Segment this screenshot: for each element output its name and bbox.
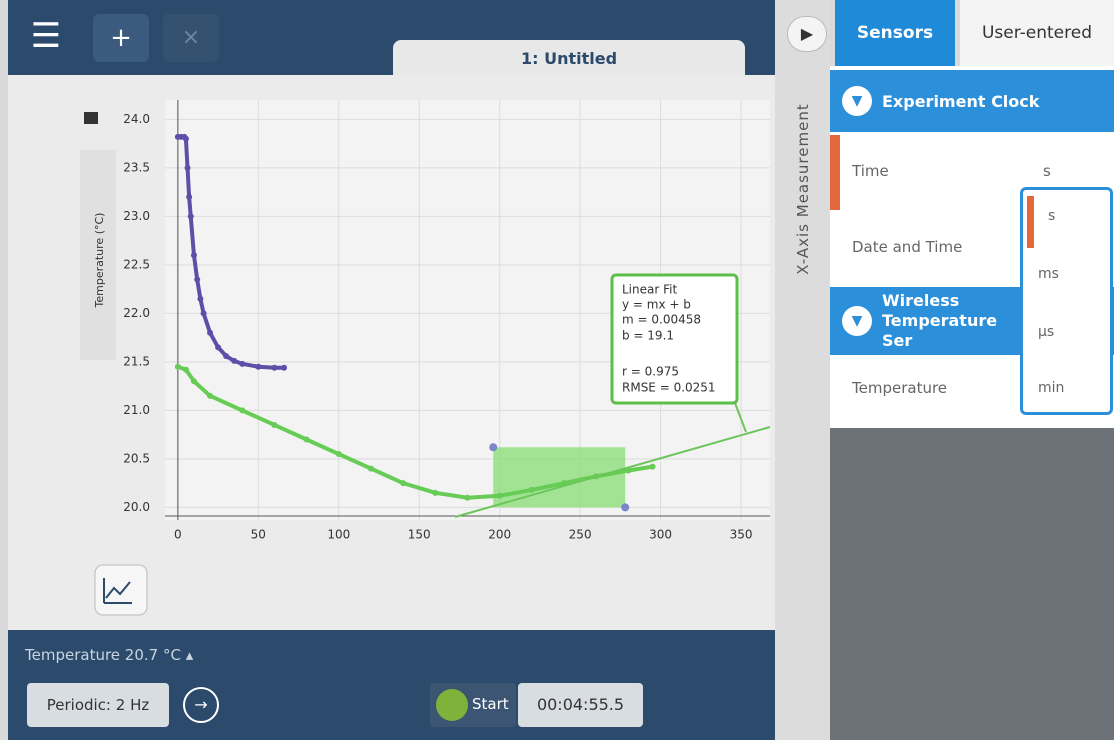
fit-annotation-line: RMSE = 0.0251: [622, 381, 716, 395]
collapse-button[interactable]: ▶: [787, 16, 827, 52]
fit-annotation-line: r = 0.975: [622, 365, 679, 379]
y-axis-label: Temperature (°C): [93, 213, 106, 309]
fit-annotation-line: Linear Fit: [622, 283, 677, 297]
start-button[interactable]: Start: [430, 683, 516, 727]
group-header[interactable]: ▼ Experiment Clock: [830, 70, 1114, 132]
x-tick-label: 100: [327, 528, 350, 542]
data-point: [185, 165, 191, 171]
sensor-row[interactable]: Time: [852, 162, 889, 180]
x-tick-label: 350: [730, 528, 753, 542]
unit-option[interactable]: s: [1048, 208, 1055, 224]
data-point: [255, 364, 261, 370]
start-label: Start: [472, 695, 509, 713]
side-strip: ▶ X-Axis Measurement: [775, 0, 830, 740]
x-tick-label: 250: [569, 528, 592, 542]
data-point: [231, 358, 237, 364]
selection-region: [493, 447, 625, 507]
data-point: [207, 393, 213, 399]
panel-footer: [830, 428, 1114, 740]
y-tick-label: 20.5: [123, 451, 150, 465]
sensors-tab[interactable]: Sensors: [835, 0, 955, 66]
y-tick-label: 23.0: [123, 209, 150, 223]
graph-options-button[interactable]: [95, 565, 147, 615]
data-point: [188, 213, 194, 219]
chevron: ▼: [842, 86, 872, 116]
y-tick-label: 20.0: [123, 500, 150, 514]
start-icon: [436, 689, 468, 721]
unit-dropdown: [1020, 187, 1113, 415]
data-point: [281, 365, 287, 371]
data-point: [239, 407, 245, 413]
x-tick-label: 300: [649, 528, 672, 542]
live-reading-text: Temperature 20.7 °C: [25, 646, 181, 664]
user-entered-tab[interactable]: User-entered: [960, 0, 1114, 66]
unit-option[interactable]: min: [1038, 380, 1064, 396]
bottom-bar: Temperature 20.7 °C ▴ Periodic: 2 Hz → S…: [8, 630, 775, 740]
data-point: [191, 252, 197, 258]
y-tick-label: 22.0: [123, 306, 150, 320]
y-tick-label: 23.5: [123, 160, 150, 174]
group-title: Experiment Clock: [882, 92, 1039, 111]
option-marker: [1027, 196, 1034, 248]
data-point: [197, 296, 203, 302]
fit-annotation-line: m = 0.00458: [622, 313, 701, 327]
y-tick-label: 21.5: [123, 354, 150, 368]
x-tick-label: 50: [251, 528, 266, 542]
data-point: [175, 364, 181, 370]
data-point: [271, 365, 277, 371]
unit-option[interactable]: ms: [1038, 266, 1059, 282]
data-point: [201, 310, 207, 316]
data-point: [183, 136, 189, 142]
x-tick-label: 150: [408, 528, 431, 542]
y-tick-label: 24.0: [123, 112, 150, 126]
data-point: [239, 361, 245, 367]
live-reading[interactable]: Temperature 20.7 °C ▴: [25, 646, 193, 664]
data-point: [186, 194, 192, 200]
data-point: [223, 353, 229, 359]
data-point: [207, 330, 213, 336]
lock-icon[interactable]: [84, 112, 98, 124]
row-unit[interactable]: s: [1043, 162, 1051, 180]
chart: Temperature (°C) 20.0 20.5 21.0 21.5 22.0 22.…: [0, 0, 775, 630]
fit-annotation-line: b = 19.1: [622, 329, 674, 343]
sensor-row[interactable]: Temperature: [852, 379, 947, 397]
selection-handle: [489, 443, 497, 451]
y-tick-label: 22.5: [123, 257, 150, 271]
screen: ☰ + × 1: Untitled Temperature (°C) 20.02…: [0, 0, 1114, 740]
data-point: [368, 466, 374, 472]
x-tick-label: 200: [488, 528, 511, 542]
data-point: [191, 378, 197, 384]
fit-annotation-line: y = mx + b: [622, 298, 691, 312]
mode-button[interactable]: →: [183, 687, 219, 723]
selection-handle: [621, 503, 629, 511]
data-point: [432, 490, 438, 496]
sensor-row[interactable]: Date and Time: [852, 238, 962, 256]
group-title: Wireless Temperature Ser: [882, 291, 1022, 351]
data-point: [650, 464, 656, 470]
selected-marker: [830, 135, 840, 210]
unit-option[interactable]: µs: [1038, 324, 1054, 340]
y-tick-label: 21.0: [123, 403, 150, 417]
data-point: [194, 276, 200, 282]
data-point: [529, 487, 535, 493]
timer: 00:04:55.5: [518, 683, 643, 727]
x-axis-title: X-Axis Measurement: [794, 89, 812, 289]
x-tick-label: 0: [174, 528, 182, 542]
data-point: [183, 367, 189, 373]
data-point: [271, 422, 277, 428]
data-point: [304, 436, 310, 442]
data-point: [497, 493, 503, 499]
data-point: [465, 495, 471, 501]
chevron: ▼: [842, 306, 872, 336]
data-point: [215, 344, 221, 350]
data-point: [400, 480, 406, 486]
data-point: [336, 451, 342, 457]
rate-button[interactable]: Periodic: 2 Hz: [27, 683, 169, 727]
